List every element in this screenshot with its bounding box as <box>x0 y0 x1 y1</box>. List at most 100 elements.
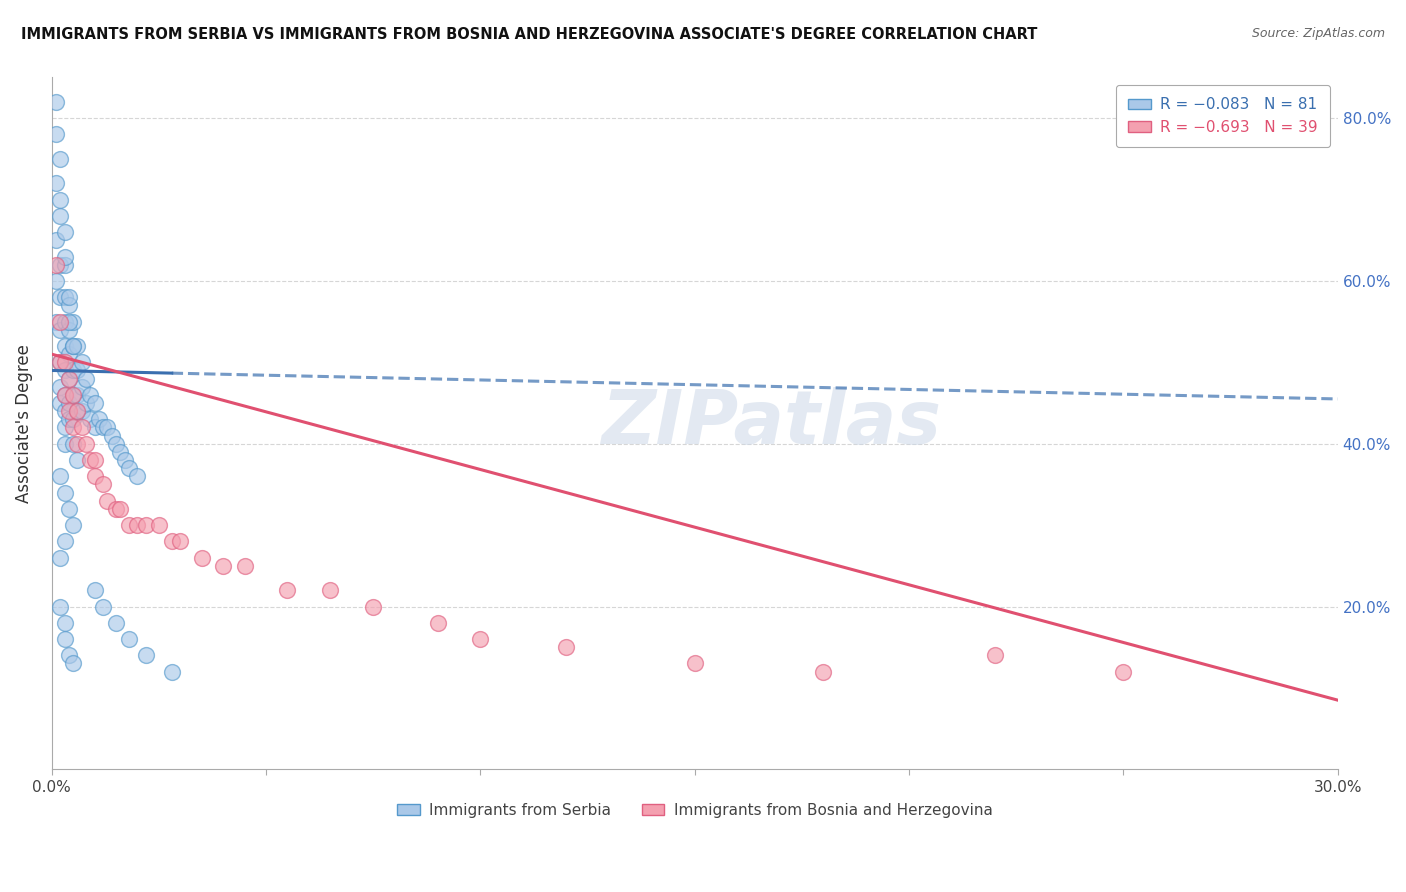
Y-axis label: Associate's Degree: Associate's Degree <box>15 344 32 503</box>
Point <box>319 583 342 598</box>
Point <box>49 152 72 166</box>
Point <box>66 453 89 467</box>
Point <box>83 469 105 483</box>
Point <box>118 461 141 475</box>
Point <box>110 445 132 459</box>
Point <box>426 615 449 630</box>
Point <box>114 453 136 467</box>
Point <box>58 412 80 426</box>
Point <box>96 493 118 508</box>
Point <box>83 453 105 467</box>
Point <box>53 355 76 369</box>
Point <box>53 436 76 450</box>
Point <box>66 363 89 377</box>
Point <box>53 388 76 402</box>
Point <box>49 258 72 272</box>
Text: IMMIGRANTS FROM SERBIA VS IMMIGRANTS FROM BOSNIA AND HERZEGOVINA ASSOCIATE'S DEG: IMMIGRANTS FROM SERBIA VS IMMIGRANTS FRO… <box>21 27 1038 42</box>
Point <box>62 518 84 533</box>
Point <box>53 404 76 418</box>
Point <box>91 420 114 434</box>
Point <box>53 485 76 500</box>
Point <box>58 371 80 385</box>
Point <box>87 412 110 426</box>
Point <box>169 534 191 549</box>
Point <box>62 412 84 426</box>
Legend: Immigrants from Serbia, Immigrants from Bosnia and Herzegovina: Immigrants from Serbia, Immigrants from … <box>391 797 998 824</box>
Point <box>49 380 72 394</box>
Point <box>49 209 72 223</box>
Point <box>58 347 80 361</box>
Point <box>983 648 1005 663</box>
Point <box>105 436 128 450</box>
Point <box>83 420 105 434</box>
Point <box>62 339 84 353</box>
Point <box>62 339 84 353</box>
Point <box>53 225 76 239</box>
Point <box>75 371 97 385</box>
Point <box>1112 665 1135 679</box>
Point <box>135 518 157 533</box>
Point <box>66 404 89 418</box>
Text: Source: ZipAtlas.com: Source: ZipAtlas.com <box>1251 27 1385 40</box>
Point <box>118 518 141 533</box>
Point <box>212 558 235 573</box>
Point <box>58 323 80 337</box>
Point <box>91 599 114 614</box>
Point <box>62 436 84 450</box>
Point <box>53 339 76 353</box>
Point <box>127 469 149 483</box>
Point <box>53 388 76 402</box>
Point <box>75 436 97 450</box>
Point <box>555 640 578 655</box>
Point <box>66 339 89 353</box>
Point <box>683 657 706 671</box>
Point <box>62 388 84 402</box>
Point <box>49 355 72 369</box>
Point <box>49 396 72 410</box>
Point <box>105 615 128 630</box>
Point <box>70 355 93 369</box>
Point <box>53 363 76 377</box>
Point <box>470 632 492 646</box>
Point <box>49 323 72 337</box>
Point <box>53 250 76 264</box>
Point <box>233 558 256 573</box>
Point <box>79 388 101 402</box>
Point <box>62 420 84 434</box>
Point <box>45 233 67 247</box>
Point <box>79 453 101 467</box>
Point <box>49 355 72 369</box>
Text: ZIPatlas: ZIPatlas <box>602 387 942 460</box>
Point <box>53 632 76 646</box>
Point <box>813 665 835 679</box>
Point <box>49 193 72 207</box>
Point <box>58 648 80 663</box>
Point <box>118 632 141 646</box>
Point <box>58 371 80 385</box>
Point <box>58 501 80 516</box>
Point <box>160 534 183 549</box>
Point <box>53 315 76 329</box>
Point <box>83 583 105 598</box>
Point <box>62 315 84 329</box>
Point <box>45 176 67 190</box>
Point <box>62 388 84 402</box>
Point <box>127 518 149 533</box>
Point <box>135 648 157 663</box>
Point <box>100 428 122 442</box>
Point <box>148 518 170 533</box>
Point <box>70 420 93 434</box>
Point <box>79 412 101 426</box>
Point <box>53 534 76 549</box>
Point <box>83 396 105 410</box>
Point <box>49 550 72 565</box>
Point <box>91 477 114 491</box>
Point <box>66 436 89 450</box>
Point <box>45 95 67 109</box>
Point <box>58 396 80 410</box>
Point <box>70 380 93 394</box>
Point <box>70 404 93 418</box>
Point <box>53 258 76 272</box>
Point <box>45 128 67 142</box>
Point <box>276 583 298 598</box>
